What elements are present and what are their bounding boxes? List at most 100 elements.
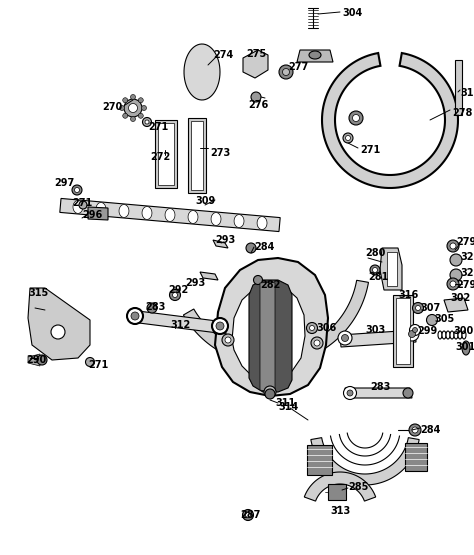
Ellipse shape <box>410 325 420 336</box>
Text: 292: 292 <box>168 285 188 295</box>
Ellipse shape <box>347 390 353 396</box>
Text: 284: 284 <box>420 425 440 435</box>
Ellipse shape <box>130 117 136 122</box>
Ellipse shape <box>142 105 146 110</box>
Polygon shape <box>96 203 106 215</box>
Ellipse shape <box>341 335 348 341</box>
Polygon shape <box>200 272 218 280</box>
Polygon shape <box>28 354 40 366</box>
Text: 301: 301 <box>455 342 474 352</box>
Ellipse shape <box>243 509 254 521</box>
Text: 297: 297 <box>54 178 74 188</box>
Ellipse shape <box>438 331 442 339</box>
Text: 306: 306 <box>316 323 336 333</box>
Ellipse shape <box>85 357 94 366</box>
Ellipse shape <box>246 243 256 253</box>
Ellipse shape <box>450 331 454 339</box>
Polygon shape <box>165 209 175 221</box>
Ellipse shape <box>314 340 320 346</box>
Polygon shape <box>260 282 275 392</box>
Bar <box>455 60 462 115</box>
Ellipse shape <box>251 92 261 102</box>
Polygon shape <box>142 206 152 219</box>
Bar <box>387 252 397 286</box>
Ellipse shape <box>454 331 458 339</box>
Ellipse shape <box>145 120 149 124</box>
Text: 309: 309 <box>195 196 215 206</box>
Text: 282: 282 <box>260 280 281 290</box>
Polygon shape <box>28 288 90 360</box>
Polygon shape <box>60 199 280 231</box>
Text: 305: 305 <box>434 314 454 324</box>
Bar <box>191 121 203 190</box>
Polygon shape <box>380 248 402 290</box>
Text: 271: 271 <box>72 198 92 208</box>
Polygon shape <box>184 44 220 100</box>
Ellipse shape <box>127 308 143 324</box>
Ellipse shape <box>170 290 181 300</box>
Text: 270: 270 <box>102 102 122 112</box>
Bar <box>155 120 177 188</box>
Ellipse shape <box>450 281 456 287</box>
Text: 314: 314 <box>278 402 298 412</box>
Polygon shape <box>311 438 419 485</box>
Text: 320: 320 <box>460 268 474 278</box>
Ellipse shape <box>138 113 143 118</box>
Ellipse shape <box>264 386 276 398</box>
Text: 272: 272 <box>150 152 170 162</box>
Ellipse shape <box>409 330 416 337</box>
Text: 315: 315 <box>28 288 48 298</box>
Ellipse shape <box>349 111 363 125</box>
Text: 285: 285 <box>348 482 368 492</box>
Bar <box>328 484 346 500</box>
Ellipse shape <box>225 337 231 343</box>
Ellipse shape <box>128 103 137 113</box>
Ellipse shape <box>462 341 470 355</box>
Polygon shape <box>232 284 305 381</box>
Ellipse shape <box>131 312 139 320</box>
Ellipse shape <box>403 388 413 398</box>
Polygon shape <box>73 200 83 214</box>
Ellipse shape <box>353 114 359 122</box>
Ellipse shape <box>450 269 462 281</box>
Ellipse shape <box>346 135 350 140</box>
Text: 276: 276 <box>248 100 268 110</box>
Ellipse shape <box>450 243 456 249</box>
Ellipse shape <box>72 185 82 195</box>
Bar <box>188 118 206 193</box>
Text: 320: 320 <box>460 252 474 262</box>
Ellipse shape <box>311 337 323 349</box>
Polygon shape <box>188 210 198 224</box>
Polygon shape <box>88 207 108 220</box>
Text: 313: 313 <box>330 506 350 516</box>
Ellipse shape <box>343 133 353 143</box>
Ellipse shape <box>124 99 142 117</box>
Text: 281: 281 <box>368 272 388 282</box>
Text: 307: 307 <box>420 303 440 313</box>
Ellipse shape <box>119 105 125 110</box>
Text: 275: 275 <box>246 49 266 59</box>
Bar <box>158 123 174 185</box>
Text: 284: 284 <box>254 242 274 252</box>
Ellipse shape <box>427 315 438 325</box>
Ellipse shape <box>79 201 87 209</box>
Text: 279: 279 <box>456 237 474 247</box>
Text: 279: 279 <box>456 280 474 290</box>
Ellipse shape <box>143 118 152 127</box>
Polygon shape <box>249 280 292 392</box>
Ellipse shape <box>265 389 275 399</box>
Text: 271: 271 <box>360 145 380 155</box>
Ellipse shape <box>338 331 352 345</box>
Ellipse shape <box>462 331 466 339</box>
Text: 316: 316 <box>398 290 418 300</box>
Ellipse shape <box>283 68 290 75</box>
Text: 312: 312 <box>170 320 190 330</box>
Polygon shape <box>297 50 333 62</box>
Polygon shape <box>304 472 376 501</box>
Text: 296: 296 <box>82 210 102 220</box>
Text: 280: 280 <box>365 248 385 258</box>
Ellipse shape <box>447 278 459 290</box>
Polygon shape <box>211 213 221 225</box>
Ellipse shape <box>309 51 321 59</box>
Ellipse shape <box>416 305 420 310</box>
